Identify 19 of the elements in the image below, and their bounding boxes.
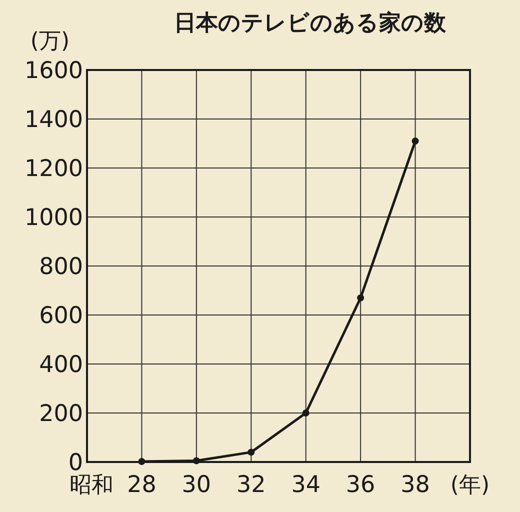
y-tick-label: 1200: [24, 156, 83, 182]
y-tick-label: 400: [39, 352, 83, 378]
y-tick-label: 600: [39, 303, 83, 329]
y-tick-label: 1600: [24, 58, 83, 84]
x-tick-label: 32: [236, 472, 266, 498]
x-tick-label: 30: [182, 472, 212, 498]
y-tick-label: 800: [39, 254, 83, 280]
y-tick-label: 0: [68, 450, 83, 476]
text: 昭和: [70, 473, 114, 498]
x-tick-label: 34: [291, 472, 320, 498]
x-tick-label: 38: [400, 472, 430, 498]
x-tick-label: 36: [346, 472, 376, 498]
chart-title: 日本のテレビのある家の数: [174, 10, 447, 36]
x-axis-title: (年): [450, 473, 490, 498]
y-tick-label: 1000: [24, 205, 83, 231]
y-tick-label: 200: [39, 401, 83, 427]
y-axis-title: (万): [30, 29, 70, 54]
y-tick-label: 1400: [24, 107, 83, 133]
x-tick-label: 28: [127, 472, 156, 498]
